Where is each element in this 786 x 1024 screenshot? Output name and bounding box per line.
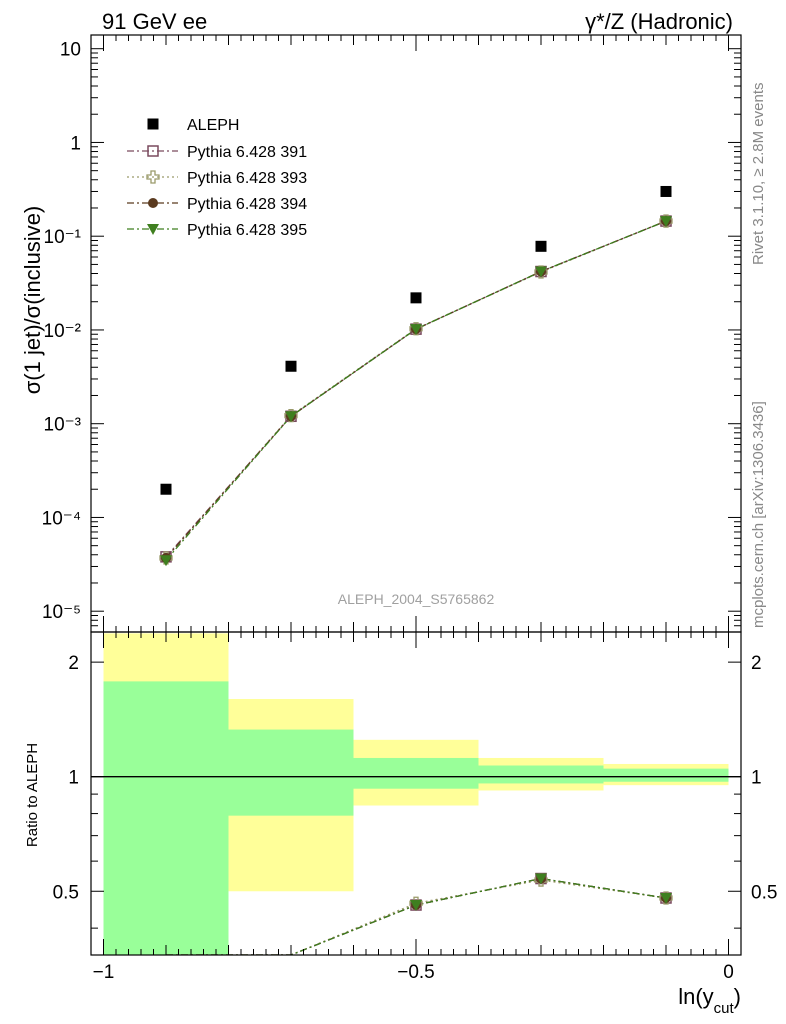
data-point	[660, 216, 672, 228]
uncertainty-band-inner	[228, 729, 354, 816]
ratio-y-tick-label: 0.5	[53, 882, 79, 903]
main-y-tick-label: 10⁻²	[44, 321, 82, 342]
ratio-data-point	[535, 873, 547, 885]
legend-label: Pythia 6.428 393	[187, 170, 307, 187]
data-point	[285, 360, 297, 372]
ratio-y-tick-label-right: 1	[751, 768, 762, 789]
uncertainty-band-inner	[478, 765, 604, 784]
main-panel: 10 1 10⁻¹ 10⁻² 10⁻³ 10⁻⁴ 10⁻⁵ σ(1 jet)/σ(inclus…	[20, 34, 742, 633]
main-y-tick-label: 10⁻⁵	[42, 602, 81, 623]
ratio-plot-area	[91, 633, 741, 955]
rivet-label: Rivet 3.1.10, ≥ 2.8M events	[750, 83, 767, 266]
main-y-tick-label: 10	[60, 40, 81, 61]
main-y-tick-label: 10⁻¹	[44, 227, 82, 248]
x-tick-label: 0	[723, 962, 734, 983]
ratio-y-tick-label-right: 0.5	[751, 882, 777, 903]
uncertainty-band-inner	[103, 681, 229, 955]
data-point	[160, 555, 172, 567]
uncertainty-band-inner	[603, 768, 729, 782]
main-y-tick-label: 1	[70, 133, 81, 154]
legend-marker	[147, 224, 159, 235]
data-point	[410, 324, 422, 336]
legend-marker	[147, 145, 159, 157]
data-point	[410, 292, 422, 304]
header-right: γ*/Z (Hadronic)	[585, 9, 733, 34]
legend-label: Pythia 6.428 391	[187, 144, 307, 161]
main-y-axis-label: σ(1 jet)/σ(inclusive)	[20, 206, 45, 395]
ratio-data-point	[660, 893, 672, 905]
legend-marker	[147, 118, 159, 130]
x-axis-label: ln(ycut)	[678, 984, 741, 1017]
series-line	[165, 220, 667, 559]
legend-marker	[148, 198, 158, 208]
watermark: ALEPH_2004_S5765862	[338, 591, 495, 607]
legend-label: ALEPH	[187, 117, 239, 134]
series-line	[165, 220, 667, 561]
ratio-panel: 2 2 1 1 0.5 0.5 −1 −0.5 0 Ratio to ALEPH ln(ycut)	[24, 631, 777, 1017]
data-point	[535, 240, 547, 252]
ratio-y-tick-label: 2	[68, 653, 79, 674]
legend-marker	[146, 170, 160, 184]
series-line	[165, 220, 667, 559]
x-tick-label: −1	[93, 962, 115, 983]
ratio-y-tick-label: 1	[68, 768, 79, 789]
x-tick-label: −0.5	[397, 962, 435, 983]
ratio-y-tick-label-right: 2	[751, 653, 762, 674]
data-point	[535, 266, 547, 278]
mcplots-label: mcplots.cern.ch [arXiv:1306.3436]	[750, 401, 767, 628]
main-y-tick-label: 10⁻³	[44, 415, 82, 436]
legend-label: Pythia 6.428 395	[187, 222, 307, 239]
header-left: 91 GeV ee	[102, 9, 207, 34]
data-point	[160, 483, 172, 495]
legend-label: Pythia 6.428 394	[187, 196, 307, 213]
ratio-y-axis-label: Ratio to ALEPH	[24, 743, 41, 847]
uncertainty-band-inner	[353, 757, 479, 789]
main-y-tick-label: 10⁻⁴	[42, 508, 81, 529]
ratio-data-point	[410, 900, 422, 912]
series-line	[165, 220, 667, 558]
data-point	[660, 185, 672, 197]
data-point	[285, 411, 297, 423]
